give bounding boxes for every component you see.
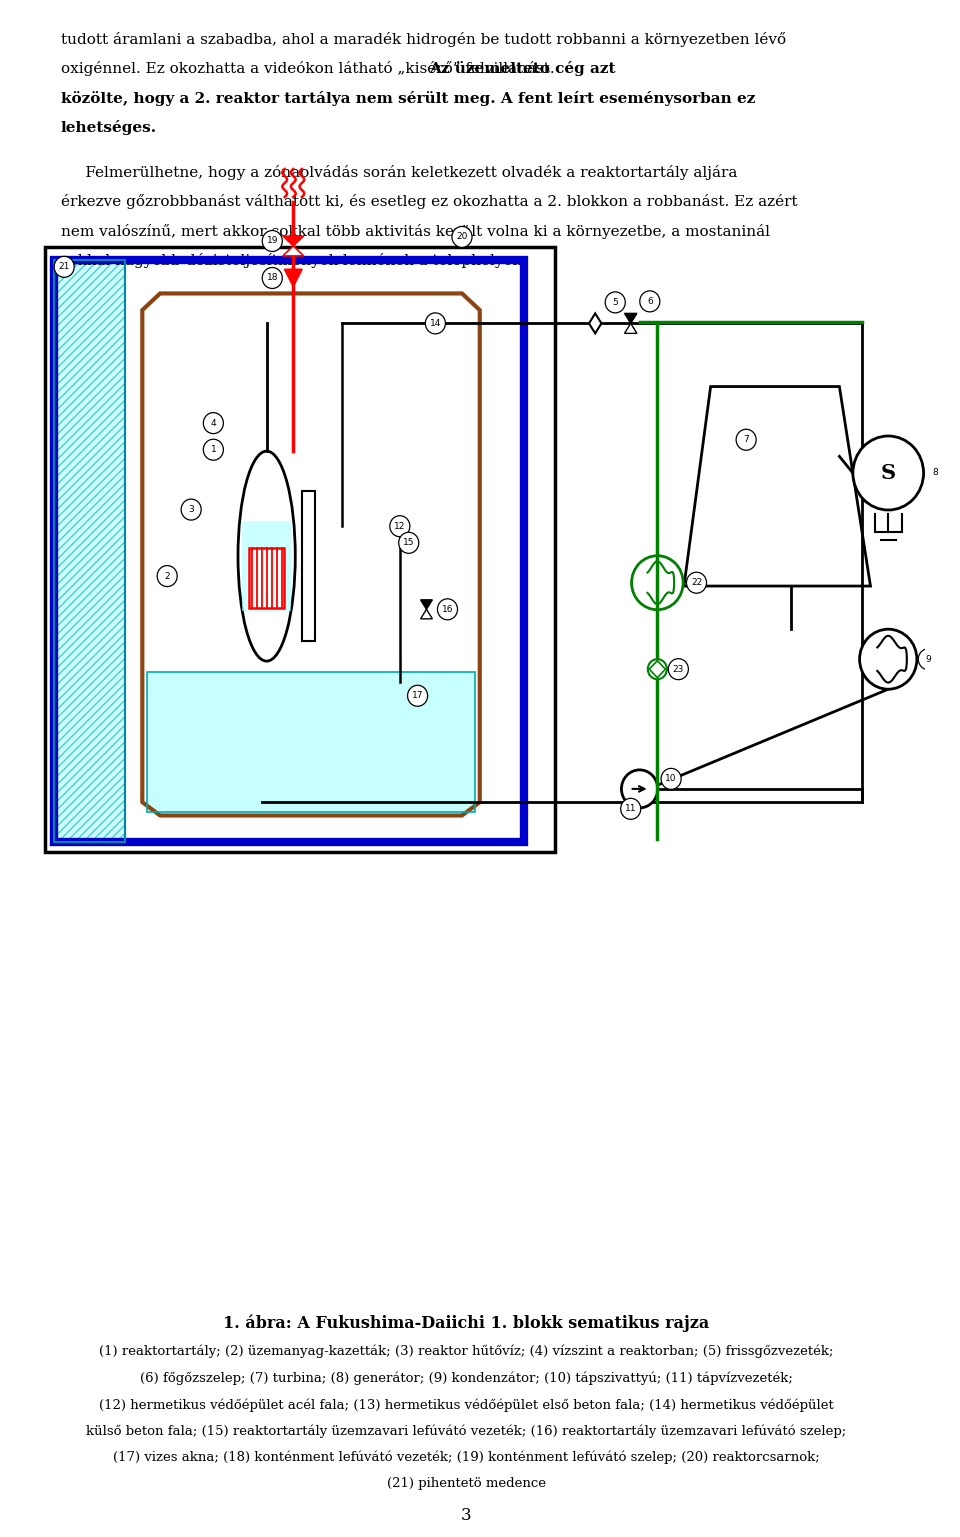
Text: 11: 11 [625, 804, 636, 813]
Text: 9: 9 [925, 655, 931, 664]
Circle shape [639, 290, 660, 312]
Circle shape [632, 556, 684, 610]
Bar [249, 549, 284, 609]
Text: 2: 2 [164, 572, 170, 581]
Circle shape [661, 768, 682, 790]
Text: közölte, hogy a 2. reaktor tartálya nem sérült meg. A fent leírt eseménysorban e: közölte, hogy a 2. reaktor tartálya nem … [60, 91, 755, 106]
Text: 3: 3 [188, 506, 194, 513]
Bar [147, 673, 475, 812]
Circle shape [668, 659, 688, 679]
Text: 5: 5 [612, 298, 618, 307]
Text: S: S [880, 463, 896, 483]
Circle shape [852, 437, 924, 510]
Circle shape [452, 226, 472, 247]
Text: 3: 3 [461, 1506, 471, 1523]
Bar [302, 492, 315, 641]
Circle shape [686, 572, 707, 593]
Text: (21) pihentetö medence: (21) pihentetö medence [387, 1477, 546, 1491]
Text: 14: 14 [430, 318, 441, 327]
Text: 4: 4 [210, 418, 216, 427]
Text: (12) hermetikus védőépület acél fala; (13) hermetikus védőépület első beton fala: (12) hermetikus védőépület acél fala; (1… [99, 1399, 834, 1411]
Ellipse shape [238, 452, 296, 661]
Text: nem valószínű, mert akkor sokkal több aktivitás került volna ki a környezetbe, a: nem valószínű, mert akkor sokkal több ak… [60, 224, 770, 238]
Circle shape [408, 686, 427, 707]
Circle shape [605, 292, 625, 314]
Bar [54, 260, 125, 842]
Text: 12: 12 [395, 521, 405, 530]
Circle shape [398, 532, 419, 553]
Circle shape [919, 649, 938, 670]
Text: 23: 23 [673, 664, 684, 673]
Text: tudott áramlani a szabadba, ahol a maradék hidrogén be tudott robbanni a környez: tudott áramlani a szabadba, ahol a marad… [60, 32, 786, 48]
Circle shape [262, 231, 282, 252]
Text: (1) reaktortartály; (2) üzemanyag-kazetták; (3) reaktor hűtővíz; (4) vízszint a : (1) reaktortartály; (2) üzemanyag-kazett… [99, 1345, 833, 1359]
Text: Felmerülhetne, hogy a zónaolvádás során keletkezett olvadék a reaktortartály alj: Felmerülhetne, hogy a zónaolvádás során … [60, 164, 737, 180]
Text: 6: 6 [647, 297, 653, 306]
Bar [242, 521, 292, 612]
Bar [54, 260, 125, 842]
Text: 17: 17 [412, 692, 423, 701]
Polygon shape [589, 314, 601, 334]
Text: 18: 18 [267, 274, 278, 283]
Circle shape [425, 314, 445, 334]
Circle shape [181, 500, 202, 520]
Polygon shape [283, 237, 303, 246]
Text: 8: 8 [932, 469, 938, 478]
Circle shape [157, 566, 178, 587]
Circle shape [390, 516, 410, 536]
Text: 1: 1 [210, 446, 216, 455]
Text: lehetséges.: lehetséges. [60, 120, 156, 135]
Polygon shape [625, 314, 636, 323]
Text: érkezve gőzrobbbanást válthatott ki, és esetleg ez okozhatta a 2. blokkon a robb: érkezve gőzrobbbanást válthatott ki, és … [60, 194, 797, 209]
Circle shape [925, 463, 945, 484]
Bar [147, 673, 475, 812]
Circle shape [621, 798, 640, 819]
Text: (17) vizes akna; (18) konténment lefúvátó vezeték; (19) konténment lefúvátó szel: (17) vizes akna; (18) konténment lefúvát… [113, 1451, 820, 1465]
Bar [45, 247, 555, 851]
Text: 1. ábra: A Fukushima-Daiichi 1. blokk sematikus rajza: 1. ábra: A Fukushima-Daiichi 1. blokk se… [224, 1316, 709, 1333]
Text: 19: 19 [267, 237, 278, 246]
Text: 21: 21 [59, 263, 70, 272]
Text: 16: 16 [442, 606, 453, 613]
Circle shape [204, 412, 224, 433]
Circle shape [438, 599, 458, 619]
Text: 22: 22 [691, 578, 702, 587]
Text: 7: 7 [743, 435, 749, 444]
Polygon shape [625, 323, 636, 334]
Polygon shape [284, 269, 302, 287]
Circle shape [204, 440, 224, 460]
Circle shape [54, 257, 74, 277]
Circle shape [736, 429, 756, 450]
Text: oxigénnel. Ez okozhatta a videókon látható „kisérő” felvillanást.: oxigénnel. Ez okozhatta a videókon látha… [60, 61, 559, 77]
Text: 20: 20 [456, 232, 468, 241]
Bar [54, 260, 524, 842]
Circle shape [648, 659, 667, 679]
Circle shape [859, 629, 917, 689]
Polygon shape [283, 246, 303, 255]
Text: külső beton fala; (15) reaktortartály üzemzavari lefúvátó vezeték; (16) reaktort: külső beton fala; (15) reaktortartály üz… [86, 1425, 847, 1439]
Text: 10: 10 [665, 775, 677, 784]
Circle shape [621, 770, 658, 808]
Text: 15: 15 [403, 538, 415, 547]
Text: sokkal nagyobb dózisteljesítmények lennének a telephelyen.: sokkal nagyobb dózisteljesítmények lenné… [60, 254, 527, 269]
Polygon shape [420, 599, 432, 609]
Polygon shape [420, 609, 432, 619]
Text: Az üzemelteto cég azt: Az üzemelteto cég azt [429, 61, 615, 77]
Circle shape [262, 267, 282, 289]
Text: (6) főgőzszelep; (7) turbina; (8) generátor; (9) kondenzátor; (10) tápszivattyú;: (6) főgőzszelep; (7) turbina; (8) generá… [140, 1371, 793, 1385]
